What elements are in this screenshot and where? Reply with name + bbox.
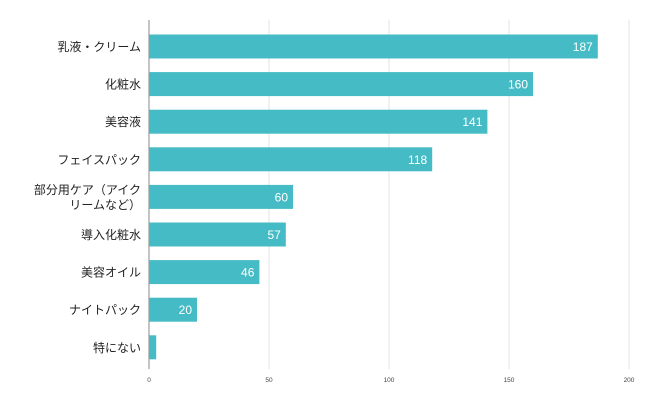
data-label: 57 — [267, 228, 281, 242]
x-tick-label: 200 — [624, 377, 635, 384]
data-label: 60 — [275, 190, 289, 204]
category-label: ナイトパック — [69, 303, 141, 317]
data-label: 187 — [573, 40, 593, 54]
category-label: 乳液・クリーム — [57, 39, 141, 54]
bar — [149, 297, 197, 322]
category-label: 美容液 — [105, 114, 141, 129]
data-label: 20 — [179, 303, 193, 317]
category-label: 化粧水 — [105, 78, 141, 92]
x-tick-label: 50 — [265, 377, 273, 384]
x-tick-label: 0 — [147, 377, 151, 384]
bar — [149, 147, 433, 172]
bar — [149, 72, 533, 97]
bar — [149, 260, 260, 285]
category-label: 特にない — [93, 340, 141, 355]
x-tick-label: 150 — [504, 377, 515, 384]
data-label: 160 — [508, 78, 528, 92]
bar — [149, 109, 488, 134]
data-label: 141 — [462, 115, 482, 129]
bar-layer — [149, 34, 598, 360]
bar — [149, 34, 598, 59]
label-layer: 0 50 100 150 200 187 乳液・クリーム 160 化粧水 141 美容液 118 フェイ… — [34, 39, 635, 384]
bar — [149, 184, 293, 209]
category-label: 部分用ケア（アイク — [34, 182, 141, 197]
category-label: リームなど） — [69, 198, 141, 212]
bar — [149, 222, 286, 247]
category-label: 導入化粧水 — [81, 228, 141, 242]
x-tick-label: 100 — [384, 377, 395, 384]
category-label: 美容オイル — [81, 265, 141, 280]
bar — [149, 335, 157, 360]
data-label: 118 — [408, 153, 427, 167]
category-label: フェイスパック — [57, 153, 141, 167]
data-label: 46 — [241, 266, 255, 280]
